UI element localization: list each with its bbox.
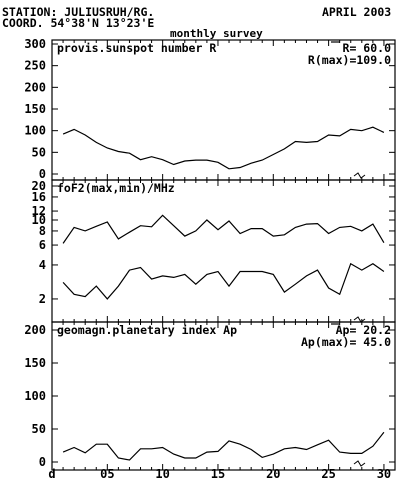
survey-label: monthly survey [170,27,263,40]
y-tick-label: 20 [32,179,46,193]
mean-annotation: Ap= 20.2 [336,323,391,337]
x-tick-label: 05 [100,467,114,480]
x-tick-label: 10 [155,467,169,480]
x-tick-label: 20 [266,467,280,480]
x-tick-label: 15 [211,467,225,480]
panel-mark [353,316,366,323]
y-tick-label: 0 [39,167,46,181]
coord-label: COORD. 54°38'N 13°23'E [2,16,155,30]
x-tick-label: 25 [321,467,335,480]
station-label: STATION: JULIUSRUH/RG. [2,5,155,19]
panel-title: foF2(max,min)/MHz [57,181,175,195]
month-label: APRIL 2003 [322,5,392,19]
series-line-2 [62,262,385,300]
y-tick-label: 250 [24,59,46,73]
y-tick-label: 50 [32,422,46,436]
y-tick-label: 50 [32,145,46,159]
y-tick-label: 8 [39,224,46,238]
panel-title: provis.sunspot number R [57,41,216,55]
panel-mark [353,172,366,179]
panel-frame [51,179,396,323]
x-tick-label: 30 [377,467,391,480]
y-tick-label: 0 [39,455,46,469]
panel-mark [353,460,366,467]
series-line-1 [62,431,385,461]
max-annotation: R(max)=109.0 [308,53,391,67]
y-tick-label: 200 [24,323,46,337]
y-tick-label: 10 [32,213,46,227]
y-tick-label: 6 [39,238,46,252]
series-line-1 [62,126,385,170]
y-tick-label: 300 [24,37,46,51]
y-tick-label: 100 [24,124,46,138]
y-tick-label: 100 [24,389,46,403]
max-annotation: Ap(max)= 45.0 [301,335,391,349]
y-tick-label: 12 [32,204,46,218]
y-tick-label: 2 [39,292,46,306]
y-tick-label: 150 [24,356,46,370]
mean-annotation: R= 60.0 [343,41,392,55]
panel-title: geomagn.planetary index Ap [57,323,237,337]
y-tick-label: 200 [24,80,46,94]
x-tick-label: d [48,467,55,480]
y-tick-label: 150 [24,102,46,116]
y-tick-label: 16 [32,190,46,204]
y-tick-label: 4 [39,258,46,272]
series-line-1 [62,214,385,244]
